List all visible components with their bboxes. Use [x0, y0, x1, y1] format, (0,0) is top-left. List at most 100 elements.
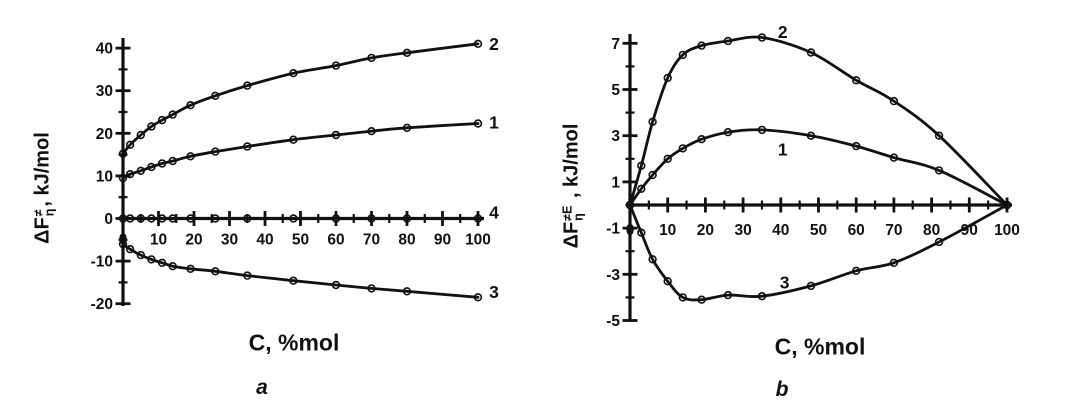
curve-1-marker: [648, 170, 657, 180]
chart-b-plot: 0 10 20 30 40 50 60 70 80 90 100 7 5 3 1 -1 -3 -5 2 1 3: [606, 22, 1020, 330]
curve-1-marker: [723, 128, 733, 137]
curve-1-marker: [147, 162, 156, 172]
chart-a-panel-letter: a: [256, 376, 268, 399]
chart-b-curve-2-number-label: 2: [778, 22, 788, 42]
chart-b-y-tick-label: 3: [611, 128, 620, 145]
curve-3-marker: [243, 271, 252, 280]
curve-3-marker: [851, 266, 861, 275]
curve-1-marker: [889, 153, 899, 162]
chart-a-x-tick-label: 40: [256, 232, 273, 249]
curve-2-marker: [757, 33, 767, 42]
chart-b-series-curve-1: 1: [625, 125, 1012, 210]
curve-1-marker: [157, 159, 167, 168]
curve-3-line: [121, 242, 480, 299]
chart-a-x-tick-label: 10: [150, 232, 167, 249]
chart-b-y-tick-label: 5: [611, 82, 620, 99]
chart-a-y-axis-title: ΔF ≠ η, kJ/mol: [31, 132, 56, 244]
curve-3-marker: [648, 255, 657, 264]
chart-a-x-tick-label: 20: [185, 232, 202, 249]
curve-1-marker: [136, 166, 146, 176]
chart-b-panel-letter: b: [775, 378, 789, 401]
curve-2-marker: [678, 50, 687, 60]
curve-3-marker: [697, 295, 706, 304]
curve-3-marker: [934, 237, 944, 247]
curve-2-marker: [157, 115, 167, 125]
chart-b-y-tick-label: -3: [606, 267, 620, 284]
curve-3-marker: [211, 267, 220, 276]
chart-a-y-tick-label: -10: [91, 254, 113, 271]
curve-1-line: [121, 122, 480, 180]
curve-2-marker: [289, 68, 298, 78]
curve-1-marker: [697, 135, 706, 144]
chart-b-tick-labels: 0 10 20 30 40 50 60 70 80 90 100 7 5 3 1 -1 -3 -5: [606, 36, 1020, 330]
curve-3-marker: [723, 290, 733, 300]
chart-b-x-tick-label: 10: [659, 222, 676, 239]
chart-b-x-tick-label: 20: [697, 222, 714, 239]
chart-b-x-tick-label: 60: [848, 222, 865, 239]
chart-b-x-tick-label: 100: [994, 222, 1020, 239]
curve-2-marker: [806, 48, 816, 57]
curve-4-marker: [367, 214, 376, 223]
curve-2-line: [628, 35, 1009, 207]
curve-1-marker: [289, 135, 298, 144]
curve-2-line: [121, 42, 480, 156]
chart-a-curve-4-number-label: 4: [489, 203, 499, 223]
chart-a-series-curve-2: 2: [118, 34, 499, 158]
chart-a-x-axis-title: C, %mol: [248, 329, 340, 356]
chart-b-x-tick-label: 40: [772, 222, 789, 239]
curve-3-marker: [663, 277, 672, 286]
curve-3-line: [628, 203, 1009, 302]
curve-2-marker: [473, 39, 483, 48]
curve-1-marker: [473, 119, 483, 128]
chart-b-curve-3-number-label: 3: [780, 272, 790, 292]
chart-a-series-curve-4: 4: [118, 203, 499, 223]
curve-1-marker: [678, 144, 687, 153]
chart-b-series-curve-3: 3: [625, 200, 1012, 304]
curve-1-marker: [168, 156, 177, 166]
chart-a-y-tick-label: -20: [91, 296, 113, 313]
curve-1-marker: [186, 152, 195, 161]
curve-1-marker: [637, 184, 646, 194]
curve-3-marker: [118, 239, 128, 249]
curve-1-marker: [243, 142, 252, 151]
chart-b-y-symbol: ΔF: [560, 221, 583, 249]
chart-b-x-tick-label: 80: [923, 222, 940, 239]
chart-b-x-tick-label: 50: [810, 222, 827, 239]
curve-3-marker: [147, 255, 156, 264]
chart-b-x-axis-title: C, %mol: [774, 333, 866, 360]
curve-2-marker: [168, 110, 177, 119]
curve-4-marker: [211, 214, 220, 223]
curve-1-marker: [806, 131, 816, 140]
curve-1-marker: [851, 141, 861, 151]
curve-2-marker: [723, 36, 733, 46]
curve-4-marker: [125, 214, 135, 223]
curve-1-marker: [331, 130, 341, 140]
curve-3-marker: [125, 245, 135, 254]
curve-2-marker: [243, 81, 252, 90]
chart-a-y-sub: η: [42, 208, 56, 217]
curve-2-marker: [331, 61, 341, 70]
chart-a-x-tick-label: 30: [221, 232, 238, 249]
chart-a-y-tick-label: 30: [96, 83, 113, 100]
chart-a-y-units: , kJ/mol: [31, 132, 54, 207]
chart-a-x-tick-label: 70: [363, 232, 380, 249]
chart-a-y-tick-label: 20: [96, 126, 113, 143]
curve-2-marker: [367, 53, 376, 63]
curve-3-marker: [473, 293, 483, 302]
curve-3-marker: [367, 284, 376, 293]
chart-b-y-axis-title: ΔF ≠E η , kJ/mol: [560, 124, 585, 249]
curve-2-marker: [136, 130, 146, 140]
curve-2-marker: [851, 76, 861, 85]
chart-a-y-tick-label: 10: [96, 168, 113, 185]
curve-4-marker: [147, 214, 156, 223]
curve-2-marker: [648, 117, 657, 127]
chart-b-y-tick-label: -1: [606, 221, 620, 238]
chart-a-y-symbol: ΔF: [31, 217, 54, 244]
curve-4-marker: [186, 214, 195, 223]
curve-3-marker: [889, 258, 899, 267]
curve-4-marker: [243, 214, 252, 223]
curve-2-marker: [889, 96, 899, 106]
